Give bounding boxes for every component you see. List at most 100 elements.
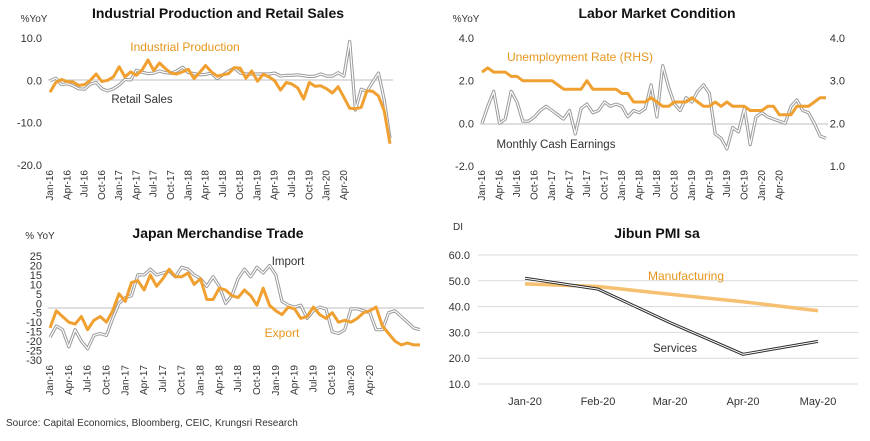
x-tick-label: Jan-17 [120, 365, 131, 396]
x-tick-label: Oct-16 [97, 170, 108, 200]
x-tick-label: Jan-19 [252, 170, 263, 201]
x-tick-label: Apr-17 [131, 170, 142, 200]
x-tick-label: Jul-18 [652, 170, 663, 198]
x-tick-label: Jan-19 [687, 170, 698, 201]
x-tick-label: Apr-19 [270, 170, 281, 200]
x-tick-label: Jul-19 [722, 170, 733, 198]
y-axis-ticks: 60.0 50.0 40.0 30.0 20.0 10.0 [449, 250, 470, 391]
label-industrial-production: Industrial Production [130, 40, 239, 54]
x-tick-label: Oct-19 [327, 365, 338, 395]
series-line-import [49, 264, 421, 350]
y-tick-label: -20 [26, 336, 42, 348]
series-line-industrial-production [48, 58, 392, 145]
y-tick-label: 2.0 [459, 76, 474, 88]
x-tick-label: Apr-18 [201, 170, 212, 200]
x-tick-label: Jan-20 [322, 170, 333, 201]
panel-merchandise-trade: Japan Merchandise Trade % YoY 2520151050… [25, 225, 424, 396]
x-tick-label: Jan-20 [508, 396, 542, 408]
label-monthly-cash-earnings: Monthly Cash Earnings [497, 139, 616, 151]
y-tick-label: 30.0 [449, 327, 470, 339]
y-axis-ticks-left: 4.0 2.0 0.0 -2.0 [455, 33, 474, 173]
label-retail-sales: Retail Sales [111, 94, 173, 106]
y2-tick-label: 3.0 [830, 76, 845, 88]
label-import: Import [272, 256, 305, 268]
y-tick-label: 25 [30, 251, 42, 263]
y-tick-label: -30 [26, 355, 42, 367]
series-group [524, 276, 819, 356]
label-unemployment-rate: Unemployment Rate (RHS) [507, 50, 653, 64]
x-tick-label: Jul-19 [308, 365, 319, 393]
y-axis-ticks: 10.0 0.0 -10.0 -20.0 [17, 33, 42, 172]
panel-industrial-production: Industrial Production and Retail Sales %… [17, 5, 393, 201]
y-tick-label: -5 [32, 308, 42, 320]
x-tick-label: Apr-16 [494, 170, 505, 200]
series-line-outline [48, 263, 421, 351]
chart-title: Industrial Production and Retail Sales [92, 5, 344, 21]
x-tick-label: Apr-17 [139, 365, 150, 395]
y-tick-label: 15 [30, 270, 42, 282]
x-tick-label: Jan-18 [196, 365, 207, 396]
x-tick-label: Oct-19 [739, 170, 750, 200]
x-tick-label: Oct-16 [101, 365, 112, 395]
x-tick-label: Jul-18 [233, 365, 244, 393]
y-tick-label: -10 [26, 317, 42, 329]
x-tick-label: Jul-16 [83, 365, 94, 393]
y-tick-label: 10.0 [21, 33, 42, 45]
y2-tick-label: 1.0 [830, 161, 845, 173]
x-tick-label: Jan-20 [346, 365, 357, 396]
x-tick-label: Jan-18 [183, 170, 194, 201]
y-axis-ticks-right: 4.0 3.0 2.0 1.0 [830, 33, 845, 173]
x-tick-label: Apr-20 [726, 396, 759, 408]
y-axis-unit: %YoY [21, 14, 48, 25]
panel-labor-market: Labor Market Condition %YoY 4.0 2.0 0.0 -2.… [453, 5, 845, 201]
y2-tick-label: 4.0 [830, 33, 845, 45]
x-tick-label: Feb-20 [581, 396, 616, 408]
x-tick-label: Oct-18 [669, 170, 680, 200]
series-line-services [524, 277, 819, 355]
series-group [48, 263, 421, 351]
x-tick-label: Jan-19 [271, 365, 282, 396]
x-tick-label: Jul-19 [287, 170, 298, 198]
chart-title: Jibun PMI sa [614, 225, 700, 241]
y-axis-unit: % YoY [25, 231, 55, 242]
x-tick-label: Oct-17 [177, 365, 188, 395]
y-tick-label: 4.0 [459, 33, 474, 45]
x-axis-ticks: Jan-20 Feb-20 Mar-20 Apr-20 May-20 [508, 396, 836, 408]
x-tick-label: Mar-20 [653, 396, 688, 408]
x-tick-label: Oct-19 [304, 170, 315, 200]
label-manufacturing: Manufacturing [648, 269, 724, 283]
y-tick-label: 0.0 [27, 75, 42, 87]
x-tick-label: May-20 [800, 396, 837, 408]
x-tick-label: Jan-17 [114, 170, 125, 201]
x-tick-label: Oct-18 [252, 365, 263, 395]
x-axis-ticks: Jan-16 Apr-16 Jul-16 Oct-16 Jan-17 Apr-17 Jul-… [45, 365, 376, 396]
label-export: Export [265, 326, 300, 340]
y-tick-label: -10.0 [17, 118, 42, 130]
y-axis-unit: DI [453, 222, 463, 233]
x-tick-label: Apr-18 [634, 170, 645, 200]
x-tick-label: Oct-17 [599, 170, 610, 200]
x-tick-label: Oct-17 [166, 170, 177, 200]
y-tick-label: -2.0 [455, 161, 474, 173]
y2-tick-label: 2.0 [830, 118, 845, 130]
label-services: Services [653, 343, 697, 355]
y-tick-label: 0 [36, 298, 42, 310]
x-tick-label: Oct-16 [529, 170, 540, 200]
x-tick-label: Jan-17 [547, 170, 558, 201]
x-tick-label: Oct-18 [235, 170, 246, 200]
series-line-export [48, 267, 420, 347]
y-tick-label: -15 [26, 327, 42, 339]
x-tick-label: Jul-16 [512, 170, 523, 198]
x-tick-label: Apr-19 [704, 170, 715, 200]
x-tick-label: Jul-17 [149, 170, 160, 198]
y-tick-label: 60.0 [449, 250, 470, 262]
x-tick-label: Jul-17 [582, 170, 593, 198]
panel-jibun-pmi: Jibun PMI sa DI 60.0 50.0 40.0 30.0 20.0 10.0… [449, 222, 858, 408]
y-tick-label: 10 [30, 279, 42, 291]
x-tick-label: Apr-19 [290, 365, 301, 395]
x-tick-label: Jan-16 [45, 365, 56, 396]
y-tick-label: 20 [30, 260, 42, 272]
x-tick-label: Jul-18 [218, 170, 229, 198]
series-group [48, 39, 392, 145]
